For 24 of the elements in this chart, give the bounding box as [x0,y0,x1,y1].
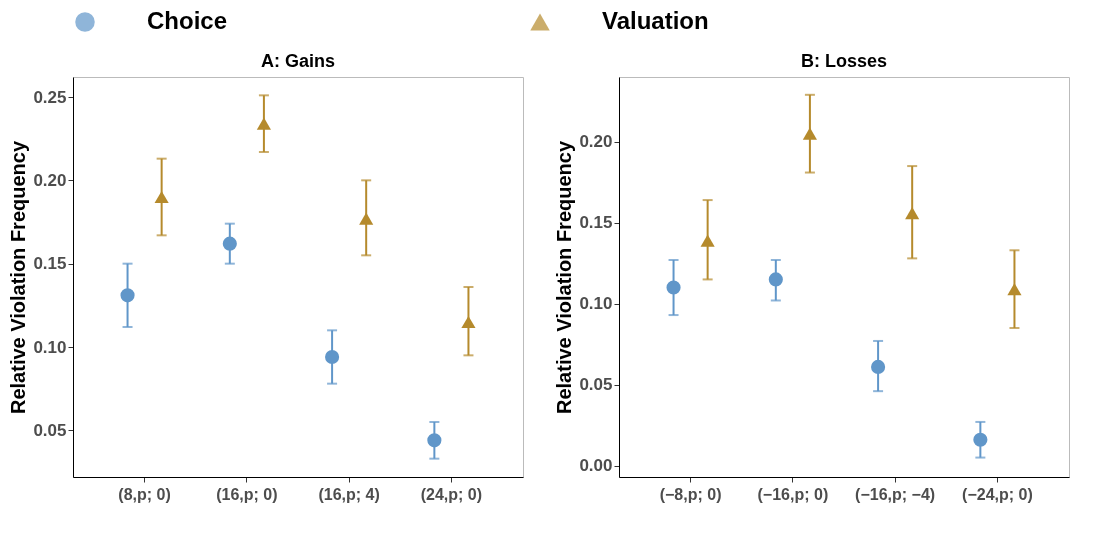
legend-label: Choice [147,7,228,34]
y-tick-label: 0.05 [579,375,613,395]
y-tick-label: 0.10 [579,294,613,314]
chart-title: A: Gains [260,51,336,71]
x-tick-label: (−16,p; −4) [855,485,936,503]
y-axis-title: Relative Violation Frequency [553,140,576,415]
y-tick-label: 0.15 [579,213,613,233]
y-tick-label: 0.20 [33,170,67,190]
y-tick-label: 0.05 [33,420,67,440]
x-tick-label: (24,p; 0) [420,485,483,503]
y-tick-label: 0.10 [33,337,67,357]
x-tick-label: (−24,p; 0) [962,485,1033,503]
x-tick-label: (−16,p; 0) [757,485,829,503]
x-tick-label: (16,p; 0) [216,485,278,503]
legend-label: Valuation [602,7,709,34]
x-tick-label: (−8,p; 0) [659,485,722,503]
y-tick-label: 0.15 [33,254,67,274]
y-tick-label: 0.25 [33,87,67,107]
x-tick-label: (8,p; 0) [118,485,171,503]
y-tick-label: 0.20 [579,132,613,152]
y-tick-label: 0.00 [579,456,613,476]
x-tick-label: (16,p; 4) [318,485,380,503]
chart-title: B: Losses [800,51,888,71]
y-axis-title: Relative Violation Frequency [7,140,30,415]
